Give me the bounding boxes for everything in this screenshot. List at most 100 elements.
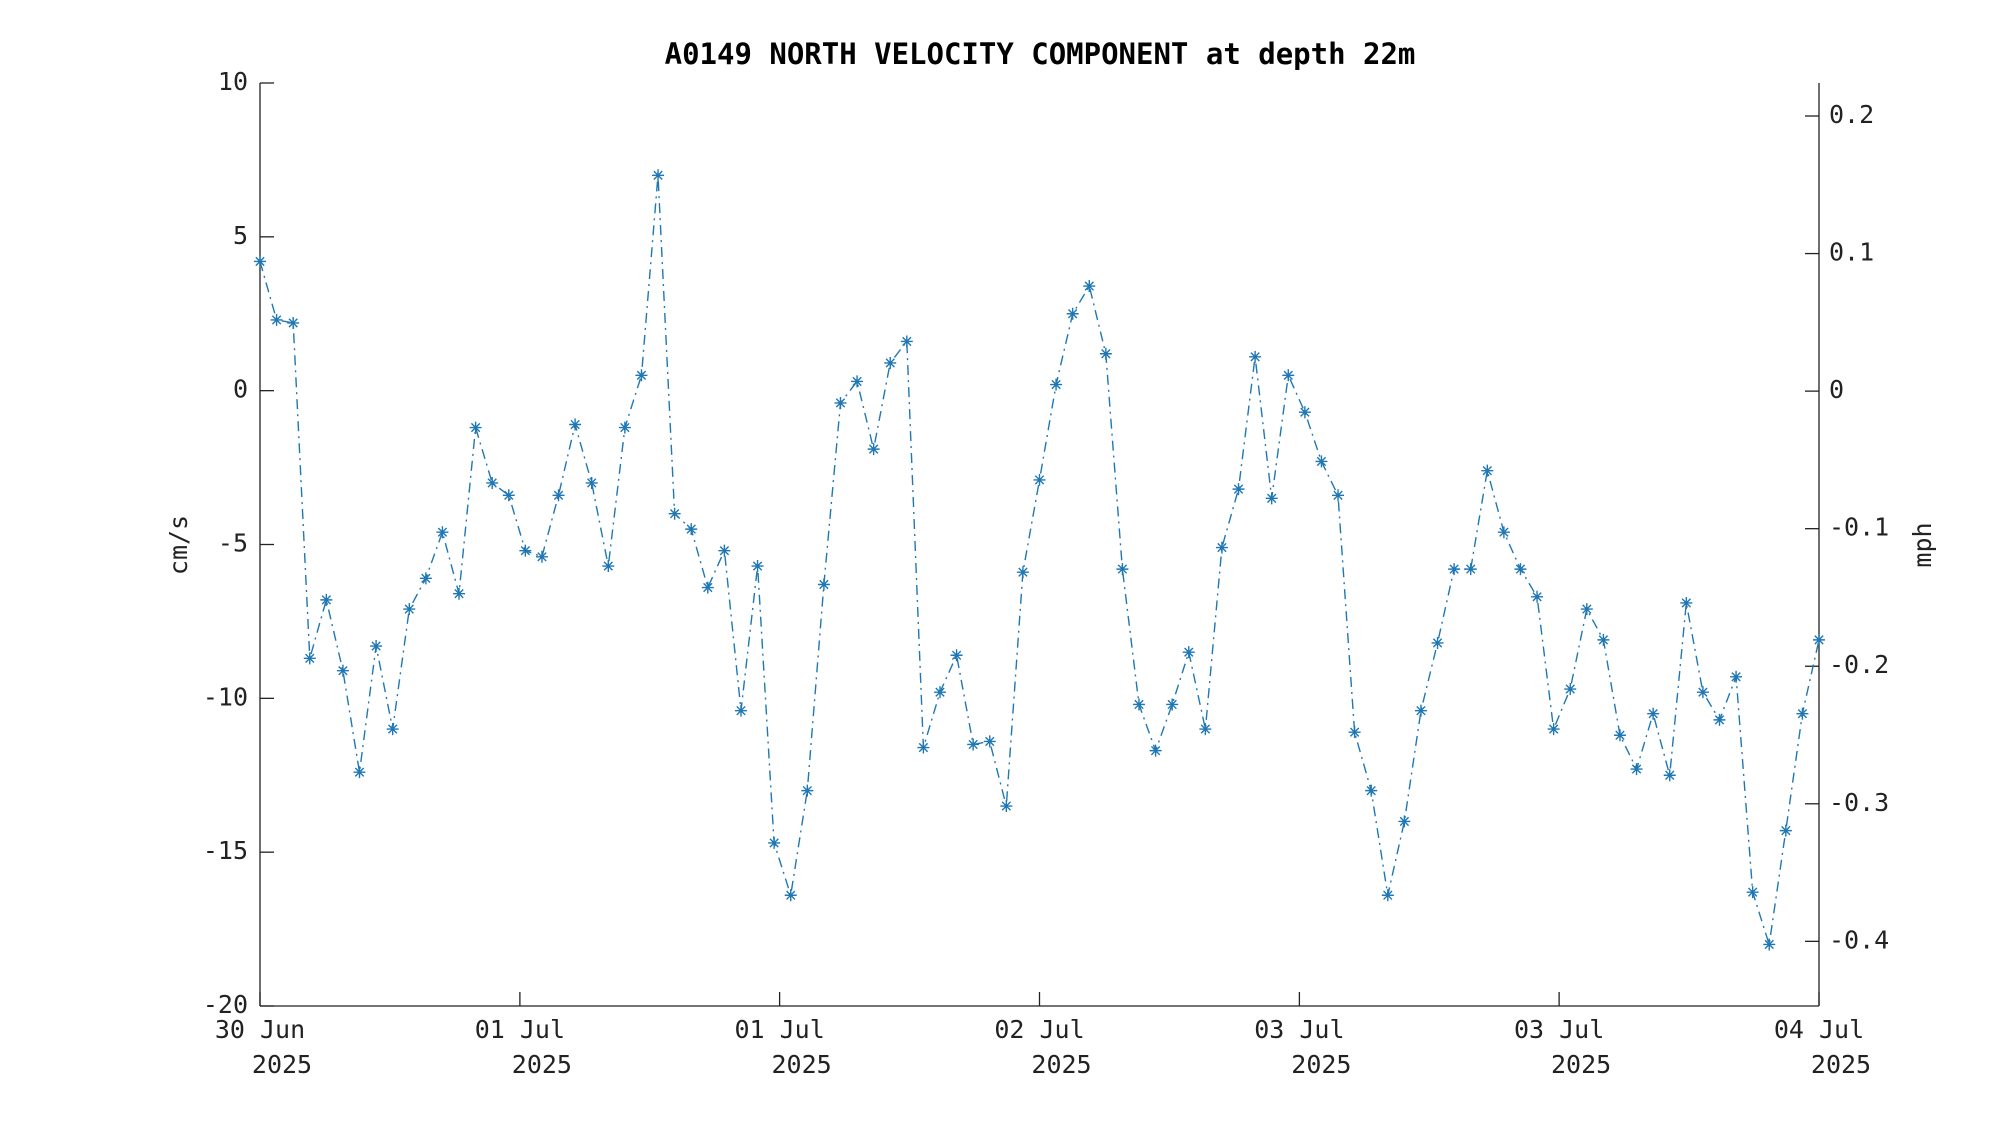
data-point xyxy=(983,735,996,748)
data-point xyxy=(884,356,897,369)
data-point xyxy=(1348,726,1361,739)
y2-axis-label: mph xyxy=(1908,522,1937,567)
data-point xyxy=(602,560,615,573)
data-point xyxy=(254,255,266,268)
data-point xyxy=(1613,729,1626,742)
data-point xyxy=(1630,763,1643,776)
data-point xyxy=(900,335,913,348)
data-point xyxy=(1696,686,1709,699)
x-tick-label: 02 Jul xyxy=(994,1015,1084,1044)
data-point xyxy=(1182,646,1195,659)
data-point xyxy=(287,316,300,329)
data-point xyxy=(685,523,698,536)
x-tick-label: 01 Jul xyxy=(734,1015,824,1044)
data-point xyxy=(1680,596,1693,609)
data-point xyxy=(1813,633,1825,646)
x-tick-label: 30 Jun xyxy=(215,1015,305,1044)
data-point xyxy=(1232,483,1245,496)
y2-tick-label: -0.1 xyxy=(1829,513,1889,542)
data-point xyxy=(1464,563,1477,576)
data-line xyxy=(259,175,1820,945)
data-point xyxy=(303,652,316,665)
data-point xyxy=(1265,492,1278,505)
data-point xyxy=(1531,590,1544,603)
data-point xyxy=(535,550,548,563)
data-point xyxy=(701,581,714,594)
data-point xyxy=(1116,563,1129,576)
data-point xyxy=(1746,886,1759,899)
data-point xyxy=(1249,350,1262,363)
data-point xyxy=(1083,280,1096,293)
data-point xyxy=(1282,369,1295,382)
data-point xyxy=(967,738,980,751)
x-tick-label: 01 Jul xyxy=(475,1015,565,1044)
data-point xyxy=(1514,563,1527,576)
x-tick-label: 2025 xyxy=(252,1050,312,1079)
data-point xyxy=(668,507,681,520)
data-point xyxy=(801,784,814,797)
x-tick-label: 03 Jul xyxy=(1254,1015,1344,1044)
data-point xyxy=(1199,723,1212,736)
data-point xyxy=(1713,713,1726,726)
x-tick-label: 2025 xyxy=(1811,1050,1871,1079)
data-point xyxy=(1066,307,1079,320)
y2-tick-label: 0.2 xyxy=(1829,100,1874,129)
y2-tick-label: -0.2 xyxy=(1829,650,1889,679)
data-point xyxy=(1663,769,1676,782)
data-point xyxy=(552,489,565,502)
data-point xyxy=(1796,707,1809,720)
y-tick-label: 10 xyxy=(218,67,248,96)
data-point xyxy=(933,686,946,699)
data-point xyxy=(1033,473,1046,486)
data-point xyxy=(1647,707,1660,720)
data-point xyxy=(618,421,631,434)
data-point xyxy=(768,836,781,849)
data-point xyxy=(1365,784,1378,797)
data-point xyxy=(1398,815,1411,828)
data-point xyxy=(851,375,864,388)
y-tick-label: -20 xyxy=(203,990,248,1019)
data-point xyxy=(1099,347,1112,360)
y2-tick-label: -0.4 xyxy=(1829,925,1889,954)
data-point xyxy=(1580,603,1593,616)
data-point xyxy=(370,640,383,653)
data-point xyxy=(1414,704,1427,717)
y-tick-label: 5 xyxy=(233,221,248,250)
x-tick-label: 2025 xyxy=(1551,1050,1611,1079)
data-point xyxy=(486,476,499,489)
y2-tick-label: 0.1 xyxy=(1829,238,1874,267)
data-point xyxy=(469,421,482,434)
data-point xyxy=(585,476,598,489)
data-point xyxy=(1448,563,1461,576)
data-point xyxy=(1381,889,1394,902)
data-point xyxy=(1763,938,1776,951)
data-point xyxy=(1730,670,1743,683)
data-point xyxy=(734,704,747,717)
data-point xyxy=(453,587,466,600)
y2-tick-label: -0.3 xyxy=(1829,788,1889,817)
data-point xyxy=(1597,633,1610,646)
data-point xyxy=(320,593,333,606)
data-point xyxy=(1000,800,1013,813)
data-point xyxy=(436,526,449,539)
data-point xyxy=(1149,744,1162,757)
data-point xyxy=(652,169,665,182)
data-point xyxy=(1166,698,1179,711)
y-tick-label: -10 xyxy=(203,682,248,711)
data-point xyxy=(817,578,830,591)
x-tick-label: 03 Jul xyxy=(1514,1015,1604,1044)
data-point xyxy=(635,369,648,382)
data-point xyxy=(1315,455,1328,468)
data-point xyxy=(1779,824,1792,837)
data-point xyxy=(751,560,764,573)
data-point xyxy=(353,766,366,779)
data-point xyxy=(1497,526,1510,539)
y2-tick-label: 0 xyxy=(1829,375,1844,404)
x-tick-label: 2025 xyxy=(512,1050,572,1079)
data-point xyxy=(386,723,399,736)
data-point xyxy=(950,649,963,662)
x-tick-label: 2025 xyxy=(772,1050,832,1079)
data-point xyxy=(502,489,515,502)
data-point xyxy=(1050,378,1063,391)
data-point xyxy=(1016,566,1029,579)
